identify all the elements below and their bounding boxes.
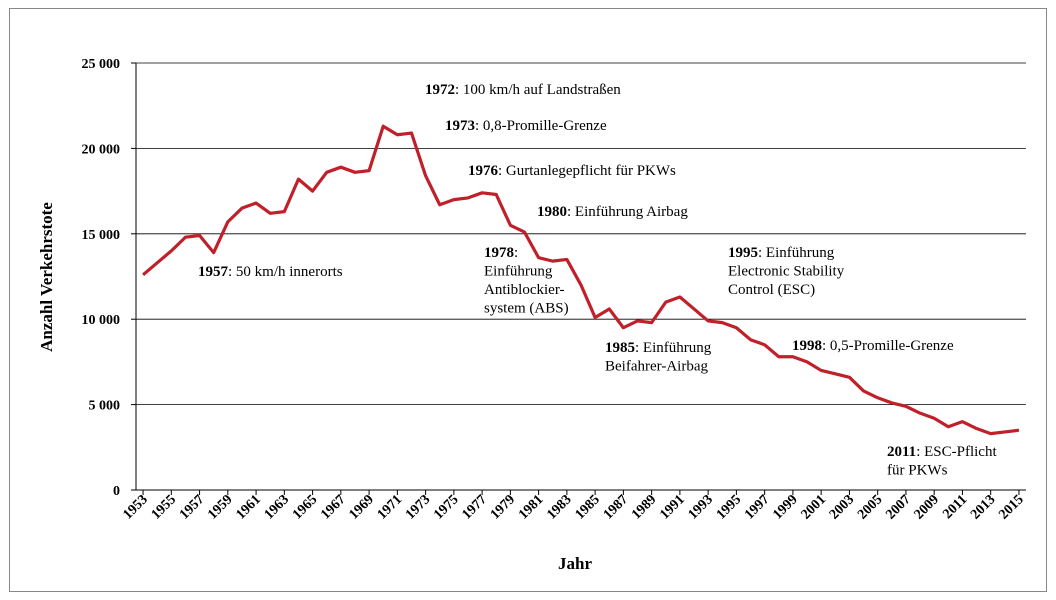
annotation-year: 1957 bbox=[198, 264, 229, 280]
y-tick-label: 15 000 bbox=[82, 228, 121, 243]
annotation-text: : ESC-Pflicht bbox=[916, 444, 997, 460]
y-tick-label: 25 000 bbox=[82, 57, 121, 72]
annotation: 1978: bbox=[484, 245, 518, 261]
annotation-text: Electronic Stability bbox=[728, 264, 845, 280]
annotation-year: 1973 bbox=[445, 118, 475, 134]
annotation: 1957: 50 km/h innerorts bbox=[198, 264, 343, 280]
annotation: 1995: Einführung bbox=[728, 245, 835, 261]
annotation-text: Einführung bbox=[484, 264, 553, 280]
annotation-text: Antiblockier- bbox=[484, 282, 565, 298]
annotation-year: 1972 bbox=[425, 82, 455, 98]
y-tick-label: 0 bbox=[113, 484, 120, 499]
annotation-text: Beifahrer-Airbag bbox=[605, 359, 708, 375]
annotation-text: : bbox=[514, 245, 518, 261]
annotation: 1985: Einführung bbox=[605, 340, 712, 356]
annotation-text: Control (ESC) bbox=[728, 282, 815, 298]
y-axis-title: Anzahl Verkehrstote bbox=[37, 202, 56, 352]
annotation-text: : Einführung bbox=[758, 245, 835, 261]
y-tick-label: 20 000 bbox=[82, 142, 121, 157]
annotation-year: 1995 bbox=[728, 245, 758, 261]
x-axis-title: Jahr bbox=[558, 554, 592, 573]
annotation-text: system (ABS) bbox=[484, 301, 569, 317]
annotation-text: : Gurtanlegepflicht für PKWs bbox=[498, 163, 676, 179]
annotation-text: : Einführung bbox=[635, 340, 712, 356]
annotation: 1976: Gurtanlegepflicht für PKWs bbox=[468, 163, 676, 179]
annotation-text: für PKWs bbox=[887, 463, 948, 479]
data-line bbox=[142, 124, 1020, 436]
annotation-text: : 0,5-Promille-Grenze bbox=[822, 338, 954, 354]
annotation: 1973: 0,8-Promille-Grenze bbox=[445, 118, 607, 134]
annotation-year: 1985 bbox=[605, 340, 635, 356]
annotation-text: : 0,8-Promille-Grenze bbox=[475, 118, 607, 134]
annotation: 1980: Einführung Airbag bbox=[537, 204, 688, 220]
annotation-year: 1978 bbox=[484, 245, 514, 261]
annotation: 1998: 0,5-Promille-Grenze bbox=[792, 338, 954, 354]
annotation-year: 2011 bbox=[887, 444, 916, 460]
annotation-text: : Einführung Airbag bbox=[567, 204, 688, 220]
annotation-text: : 100 km/h auf Landstraßen bbox=[455, 82, 621, 98]
annotation-text: : 50 km/h innerorts bbox=[228, 264, 343, 280]
y-tick-label: 10 000 bbox=[82, 313, 121, 328]
annotation: 1972: 100 km/h auf Landstraßen bbox=[425, 82, 621, 98]
chart-frame bbox=[9, 8, 1047, 592]
annotation-year: 1980 bbox=[537, 204, 567, 220]
annotation-year: 1998 bbox=[792, 338, 822, 354]
annotation: 2011: ESC-Pflicht bbox=[887, 444, 997, 460]
y-tick-label: 5 000 bbox=[89, 399, 121, 414]
annotation-year: 1976 bbox=[468, 163, 499, 179]
